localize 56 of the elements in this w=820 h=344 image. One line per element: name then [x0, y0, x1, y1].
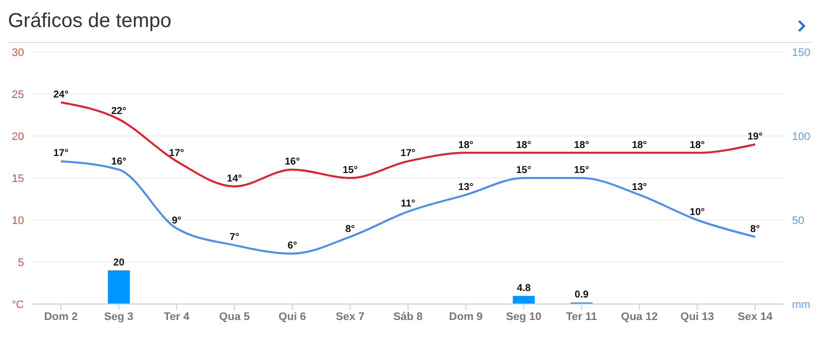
data-label: 17°	[169, 148, 184, 160]
x-tick-label: Seg 10	[506, 310, 542, 323]
data-label: 18°	[574, 140, 590, 151]
y2-tick-label: mm	[792, 298, 810, 311]
x-tick-label: Seg 3	[104, 310, 134, 323]
y-tick-label: 10	[12, 214, 24, 227]
data-label: 18°	[632, 140, 647, 151]
x-tick-label: Ter 4	[164, 310, 190, 323]
chart-title: Gráficos de tempo	[8, 10, 172, 33]
x-tick-label: Sex 14	[738, 310, 774, 323]
x-tick-label: Sex 7	[336, 310, 365, 323]
y-tick-label: 5	[18, 256, 24, 269]
y2-tick-label: 50	[792, 214, 804, 227]
data-label: 19°	[748, 131, 763, 142]
data-label: 13°	[458, 182, 474, 193]
data-label: 18°	[516, 140, 532, 151]
y2-tick-label: 150	[792, 46, 810, 59]
data-label: 0.9	[574, 289, 589, 300]
data-label: 6°	[288, 240, 298, 252]
data-label: 7°	[230, 232, 240, 244]
data-label: 8°	[345, 224, 355, 235]
data-label: 10°	[690, 207, 705, 218]
data-label: 15°	[574, 165, 590, 176]
y-tick-label: 15	[12, 172, 24, 185]
data-label: 18°	[458, 140, 474, 151]
data-label: 15°	[516, 165, 532, 176]
data-label: 22°	[111, 106, 126, 118]
data-label: 17°	[400, 148, 416, 160]
y-tick-label: 25	[12, 88, 24, 101]
data-label: 9°	[172, 215, 182, 226]
data-label: 24°	[53, 89, 68, 100]
data-label: 17°	[53, 148, 68, 160]
data-label: 13°	[632, 182, 647, 193]
data-label: 16°	[111, 156, 126, 168]
bar	[108, 270, 130, 304]
x-tick-label: Qui 13	[680, 310, 714, 323]
x-tick-label: Dom 2	[44, 310, 78, 323]
data-label: 8°	[750, 224, 760, 235]
y-tick-label: 20	[12, 130, 24, 143]
data-label: 11°	[400, 198, 416, 210]
data-label: 16°	[284, 156, 300, 168]
x-tick-label: Dom 9	[449, 310, 483, 323]
x-tick-label: Ter 11	[566, 310, 598, 323]
x-tick-label: Sáb 8	[393, 310, 423, 323]
x-tick-label: Qua 12	[621, 310, 658, 323]
data-label: 18°	[690, 140, 705, 151]
bar	[512, 296, 535, 304]
data-label: 15°	[342, 165, 358, 176]
x-tick-label: Qui 6	[278, 310, 306, 323]
x-tick-label: Qua 5	[219, 310, 250, 323]
data-label: 14°	[226, 173, 242, 184]
data-label: 20	[113, 257, 125, 268]
data-label: 4.8	[516, 282, 532, 294]
y2-tick-label: 100	[792, 130, 810, 143]
y-tick-label: 30	[12, 46, 24, 59]
y-tick-label: °C	[12, 298, 24, 311]
